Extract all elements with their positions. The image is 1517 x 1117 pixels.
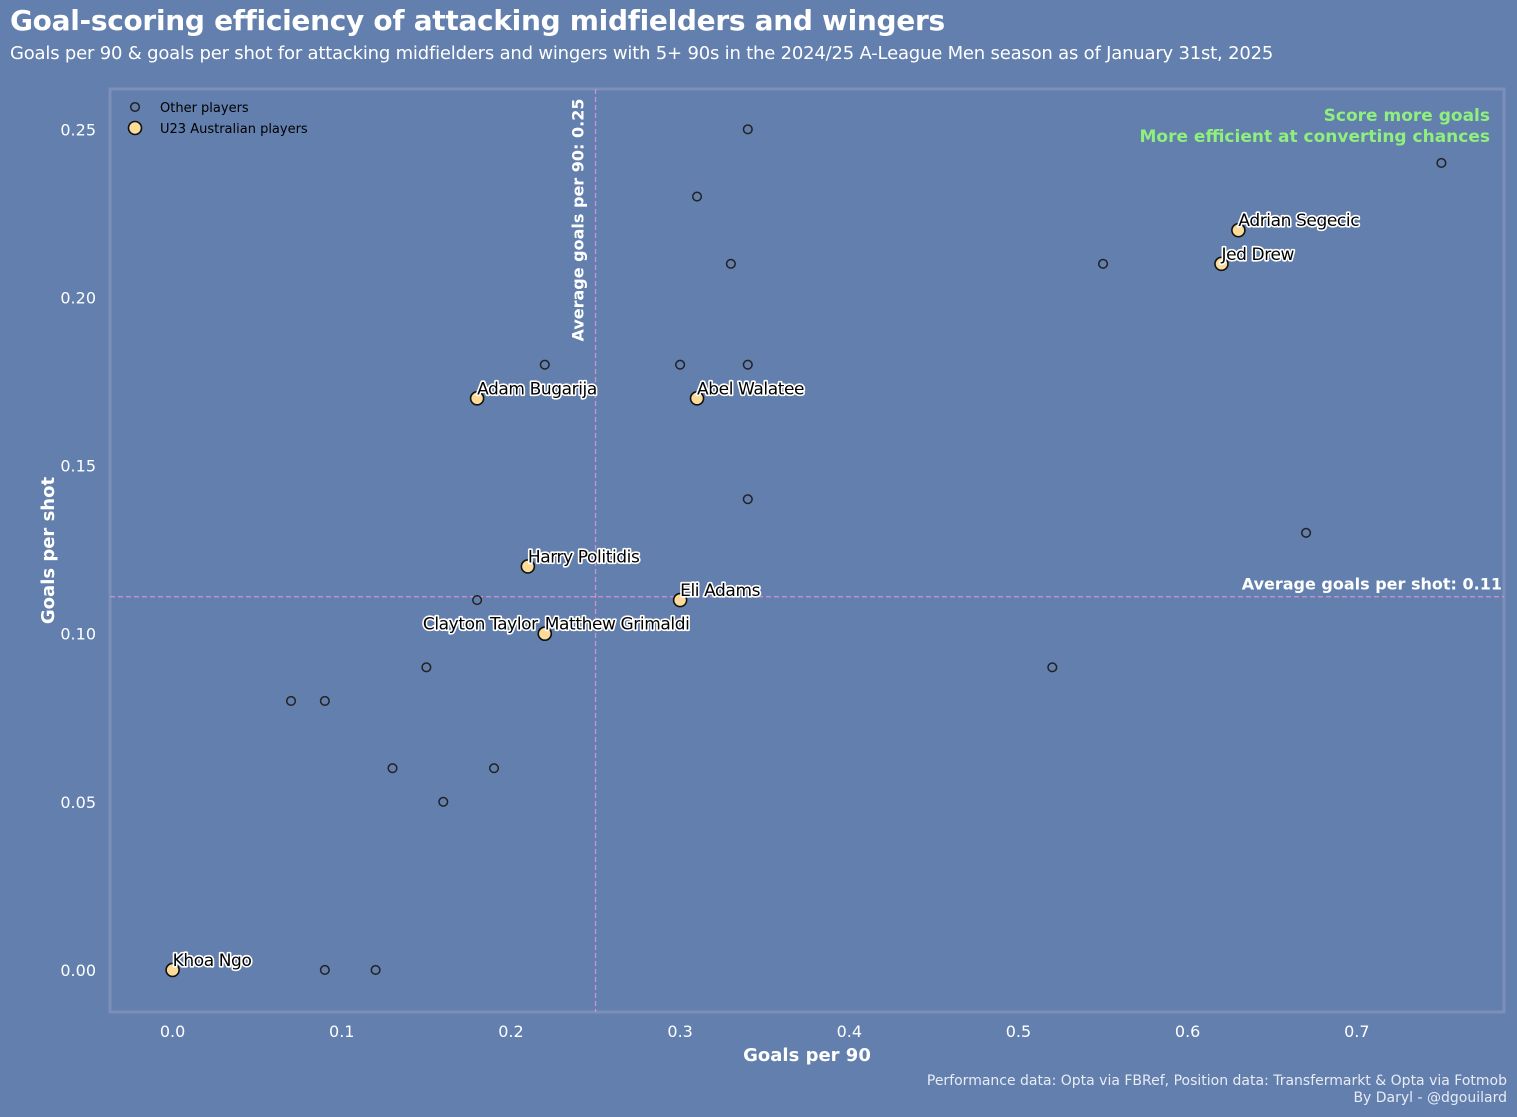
x-tick-label: 0.7	[1344, 1022, 1369, 1041]
point-other-player	[691, 191, 703, 202]
point-other-player	[1047, 662, 1058, 673]
player-label: Jed Drew	[1220, 245, 1294, 265]
point-other-player	[725, 258, 736, 269]
player-label: Abel Walatee	[697, 379, 804, 399]
legend-label-u23: U23 Australian players	[160, 122, 308, 137]
point-u23-player	[689, 391, 705, 406]
x-tick-label: 0.0	[160, 1022, 185, 1041]
x-axis-label: Goals per 90	[743, 1045, 871, 1066]
point-other-player	[370, 964, 381, 976]
y-tick-label: 0.05	[60, 793, 96, 812]
caption-author: By Daryl - @dgouilard	[1353, 1090, 1507, 1106]
caption-data-source: Performance data: Opta via FBRef, Positi…	[926, 1073, 1507, 1089]
point-other-player	[742, 494, 753, 505]
chart-title: Goal-scoring efficiency of attacking mid…	[10, 4, 945, 37]
x-tick-label: 0.5	[1006, 1022, 1031, 1041]
chart-subtitle: Goals per 90 & goals per shot for attack…	[10, 43, 1274, 64]
x-tick-label: 0.3	[667, 1022, 692, 1041]
point-other-player	[285, 695, 297, 707]
y-tick-label: 0.20	[60, 288, 96, 307]
legend-label-other: Other players	[160, 101, 249, 116]
x-tick-label: 0.6	[1175, 1022, 1200, 1041]
x-tick-label: 0.4	[837, 1022, 862, 1041]
x-tick-label: 0.1	[329, 1022, 354, 1041]
point-u23-player	[1214, 256, 1229, 272]
player-label: Eli Adams	[680, 581, 760, 601]
x-tick-label: 0.2	[498, 1022, 523, 1041]
player-label: Harry Politidis	[528, 547, 640, 567]
point-other-player	[742, 124, 753, 135]
player-label: Khoa Ngo	[173, 951, 252, 971]
point-other-player	[421, 662, 432, 673]
legend-marker-other	[129, 101, 141, 113]
point-other-player	[742, 359, 753, 370]
point-u23-player	[469, 391, 485, 406]
point-u23-player	[165, 962, 180, 978]
average-y-annotation: Average goals per shot: 0.11	[1242, 575, 1502, 594]
player-label: Adam Bugarija	[477, 379, 597, 399]
point-other-player	[675, 359, 686, 370]
quadrant-label-line1: Score more goals	[1324, 106, 1490, 126]
player-label: Clayton Taylor	[423, 615, 538, 635]
point-other-player	[472, 595, 483, 606]
point-other-player	[1098, 258, 1109, 269]
y-tick-label: 0.10	[60, 625, 96, 644]
point-other-player	[438, 796, 449, 807]
point-other-player	[539, 359, 550, 370]
player-label: Adrian Segecic	[1238, 211, 1359, 231]
legend-marker-u23	[127, 120, 143, 136]
y-tick-label: 0.15	[60, 457, 96, 476]
point-other-player	[387, 763, 398, 774]
chart-caption: Performance data: Opta via FBRef, Positi…	[927, 1073, 1507, 1107]
y-axis-label: Goals per shot	[38, 477, 59, 625]
point-u23-player	[672, 592, 688, 608]
quadrant-label-line2: More efficient at converting chances	[1140, 127, 1491, 147]
average-x-annotation: Average goals per 90: 0.25	[569, 99, 588, 342]
point-u23-player	[1231, 222, 1246, 238]
plot-border	[108, 87, 1506, 1014]
point-other-player	[488, 763, 500, 774]
point-u23-player	[520, 559, 536, 574]
point-u23-player	[537, 626, 553, 642]
point-other-player	[1436, 157, 1447, 169]
player-label: Matthew Grimaldi	[545, 615, 690, 635]
y-tick-label: 0.25	[60, 120, 96, 139]
point-other-player	[319, 964, 330, 976]
point-other-player	[319, 695, 330, 707]
y-tick-label: 0.00	[60, 961, 96, 980]
point-other-player	[1301, 527, 1312, 538]
